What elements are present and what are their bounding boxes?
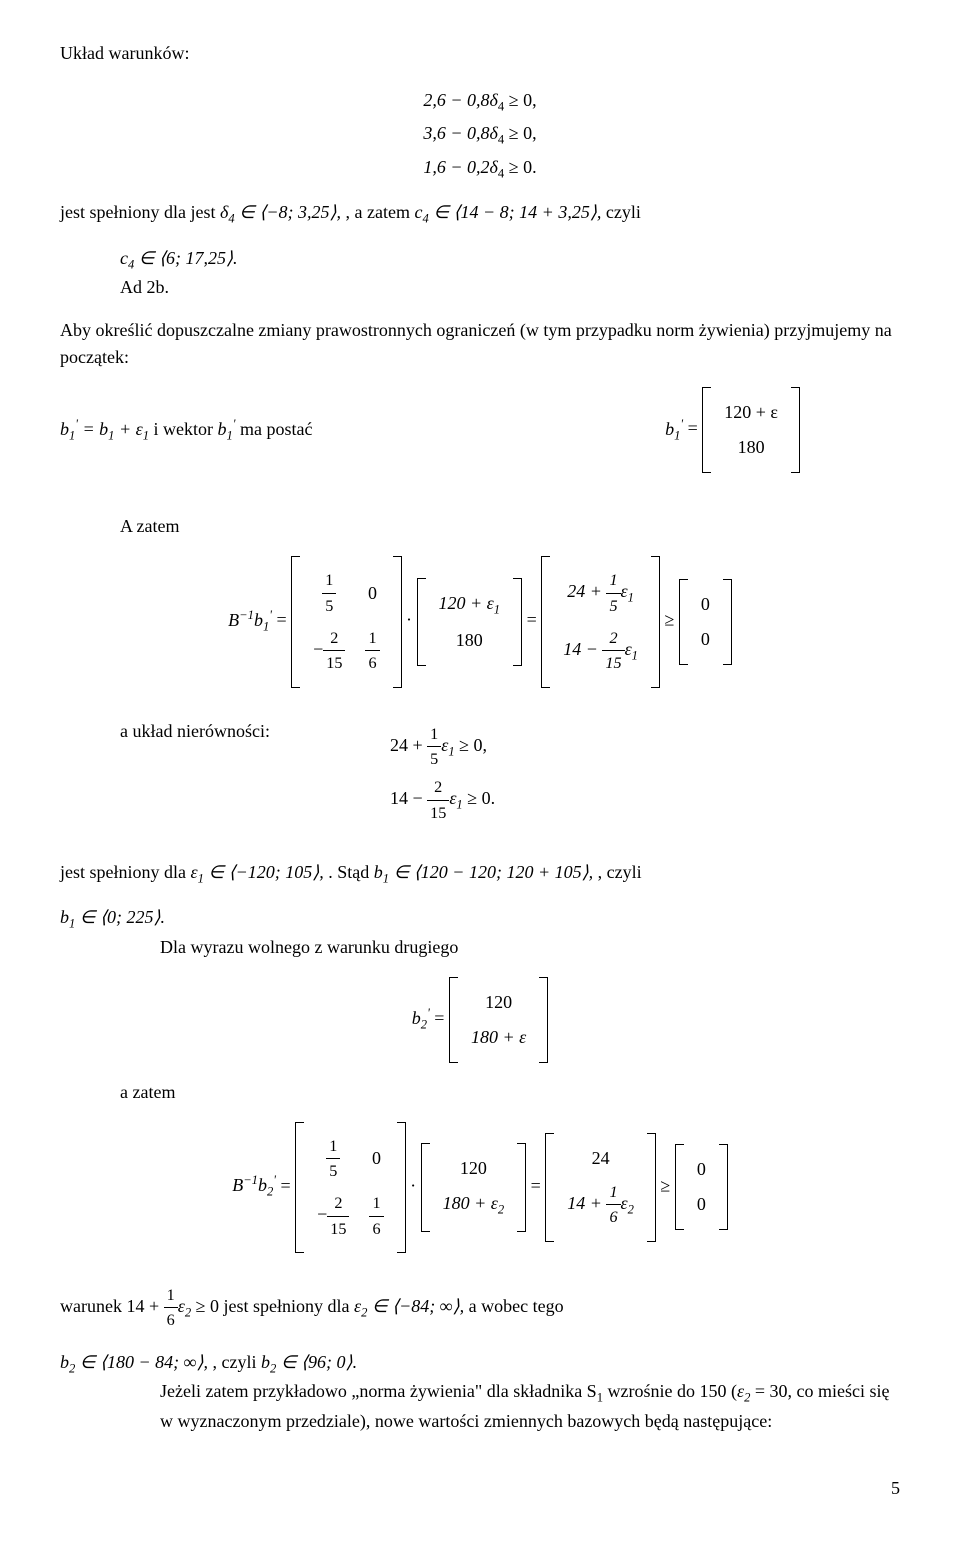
b1-def-lhs: b1' = b1 + ε1 i wektor b1' ma postać	[60, 415, 312, 445]
azatem1: A zatem	[120, 513, 900, 540]
para5-mid2: a wobec tego	[469, 1296, 564, 1316]
para3-prefix: jest spełniony dla	[60, 862, 190, 882]
b1-final: b1 ∈ ⟨0; 225⟩.	[60, 904, 900, 933]
b2-final: b2 ∈ ⟨180 − 84; ∞⟩, , czyli b2 ∈ ⟨96; 0⟩…	[60, 1349, 900, 1378]
A21-neg: −	[313, 639, 323, 659]
para4: Dla wyrazu wolnego z warunku drugiego	[160, 934, 900, 961]
system1: 2,6 − 0,8δ4 ≥ 0, 3,6 − 0,8δ4 ≥ 0, 1,6 − …	[60, 87, 900, 183]
para5-mid1: jest spełniony dla	[224, 1296, 354, 1316]
system2-line2: 14 − 215ε1 ≥ 0.	[390, 775, 495, 825]
para1-suffix: czyli	[606, 202, 641, 222]
para2: Aby określić dopuszczalne zmiany prawost…	[60, 317, 900, 371]
s2l2n: 2	[427, 775, 449, 800]
d4-range: δ4 ∈ ⟨−8; 3,25⟩,	[220, 202, 341, 222]
s2l1n: 1	[427, 722, 441, 747]
r2n: 2	[602, 626, 624, 651]
para1: jest spełniony dla jest δ4 ∈ ⟨−8; 3,25⟩,…	[60, 199, 900, 228]
para3-suffix: , czyli	[598, 862, 642, 882]
page-number: 5	[60, 1475, 900, 1502]
p5d: 6	[164, 1308, 178, 1332]
r1d: 5	[606, 594, 620, 618]
c4-final: c4 ∈ ⟨6; 17,25⟩.	[120, 245, 900, 274]
b2-def: b2' = 120 180 + ε	[60, 977, 900, 1063]
r2-pre: 14 −	[563, 639, 602, 659]
bb2-r2-pre: 14 +	[567, 1193, 606, 1213]
b1-def-rhs: b1' = 120 + ε 180	[665, 387, 800, 473]
geq2: 0	[691, 622, 720, 657]
b1-m21: 180	[714, 430, 788, 465]
eq-Bb1: B−1b1' = 15 0 −215 16 · 120 + ε1 180 = 2…	[60, 556, 900, 687]
s2l2-pre: 14 −	[390, 788, 427, 808]
ad2b: Ad 2b.	[120, 274, 900, 301]
A21-num: 2	[323, 626, 345, 651]
b1-m11: 120 + ε	[714, 395, 788, 430]
system2-line1: 24 + 15ε1 ≥ 0,	[390, 722, 495, 772]
system1-line2: 3,6 − 0,8δ4 ≥ 0,	[60, 120, 900, 149]
b2-m11: 120	[461, 985, 536, 1020]
para6: Jeżeli zatem przykładowo „norma żywienia…	[160, 1378, 900, 1434]
para5: warunek 14 + 16ε2 ≥ 0 jest spełniony dla…	[60, 1283, 900, 1333]
bb2-v1: 120	[433, 1151, 515, 1186]
A11-num: 1	[322, 568, 336, 593]
system2: 24 + 15ε1 ≥ 0, 14 − 215ε1 ≥ 0.	[390, 718, 495, 829]
r2d: 15	[602, 651, 624, 675]
eq-Bb2: B−1b2' = 15 0 −215 16 · 120 180 + ε2 = 2…	[60, 1122, 900, 1253]
para3-middle: . Stąd	[328, 862, 374, 882]
uklad-row: a układ nierówności: 24 + 15ε1 ≥ 0, 14 −…	[60, 718, 900, 829]
section-title: Układ warunków:	[60, 40, 900, 67]
uklad-label: a układ nierówności:	[120, 718, 270, 745]
azatem2: a zatem	[120, 1079, 900, 1106]
s2l1d: 5	[427, 747, 441, 771]
s2l1-pre: 24 +	[390, 735, 427, 755]
bb2-r1: 24	[557, 1141, 644, 1176]
r1-pre: 24 +	[567, 581, 606, 601]
bb2-g1: 0	[687, 1152, 716, 1187]
p5-pre: 14 +	[126, 1296, 163, 1316]
s2l2d: 15	[427, 801, 449, 825]
para1-prefix: jest spełniony dla jest	[60, 202, 220, 222]
system1-line3: 1,6 − 0,2δ4 ≥ 0.	[60, 154, 900, 183]
system1-line1: 2,6 − 0,8δ4 ≥ 0,	[60, 87, 900, 116]
bb2-r2d: 6	[606, 1205, 620, 1229]
A12: 0	[355, 564, 389, 622]
v2: 180	[429, 623, 511, 658]
b1-def-row: b1' = b1 + ε1 i wektor b1' ma postać b1'…	[60, 387, 900, 473]
bb2-r2n: 1	[606, 1180, 620, 1205]
geq1: 0	[691, 587, 720, 622]
A22-num: 1	[365, 626, 379, 651]
A22-den: 6	[365, 651, 379, 675]
c4-range: c4 ∈ ⟨14 − 8; 14 + 3,25⟩,	[415, 202, 602, 222]
para1-middle: , a zatem	[346, 202, 415, 222]
para3: jest spełniony dla ε1 ∈ ⟨−120; 105⟩, . S…	[60, 859, 900, 888]
bb2-g2: 0	[687, 1187, 716, 1222]
r1n: 1	[606, 568, 620, 593]
A21-den: 15	[323, 651, 345, 675]
A11-den: 5	[322, 594, 336, 618]
para5-prefix: warunek	[60, 1296, 126, 1316]
p5n: 1	[164, 1283, 178, 1308]
